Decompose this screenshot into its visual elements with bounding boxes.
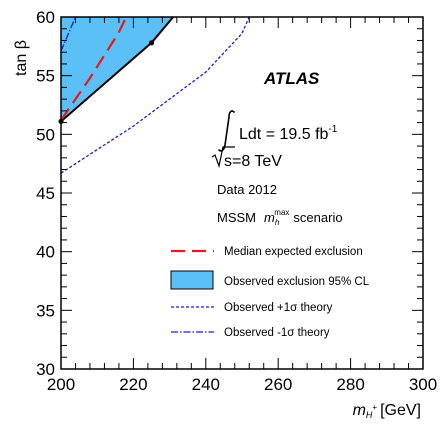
y-tick-label: 60: [36, 8, 55, 27]
legend-label-minus1sigma: Observed -1σ theory: [224, 327, 330, 339]
sqrt-sign: [211, 146, 235, 169]
observed-exclusion-area: [61, 17, 174, 122]
y-tick-label: 35: [36, 301, 55, 320]
integral-sign: [218, 110, 235, 152]
x-axis-label: mH+ [GeV]: [353, 402, 421, 420]
legend-label-expected: Median expected exclusion: [224, 246, 363, 258]
x-tick-label: 240: [192, 375, 220, 394]
x-tick-label: 260: [264, 375, 292, 394]
x-tick-label: 280: [336, 375, 364, 394]
x-tick-label: 200: [47, 375, 75, 394]
energy-label: s=8 TeV: [224, 153, 282, 170]
data-year-label: Data 2012: [217, 182, 277, 197]
y-tick-label: 30: [36, 360, 55, 379]
y-tick-label: 55: [36, 67, 55, 86]
legend-label-observed: Observed exclusion 95% CL: [224, 276, 370, 288]
y-tick-label: 40: [36, 243, 55, 262]
legend: Median expected exclusion Observed exclu…: [170, 246, 370, 339]
observed-plus1sigma-line: [61, 17, 250, 174]
y-axis-label: tan β: [13, 40, 30, 76]
scenario-label: MSSM mhmax scenario: [217, 208, 343, 227]
observed-point-marker: [148, 40, 155, 46]
observed-minus1sigma-line: [61, 17, 77, 52]
legend-swatch-observed: [170, 270, 214, 290]
legend-label-plus1sigma: Observed +1σ theory: [224, 302, 333, 314]
atlas-label: ATLAS: [263, 69, 320, 88]
y-tick-label: 45: [36, 184, 55, 203]
median-expected-line: [61, 17, 128, 121]
x-tick-label: 220: [119, 375, 147, 394]
x-tick-label: 300: [409, 375, 437, 394]
luminosity-label: Ldt = 19.5 fb-1: [239, 124, 338, 143]
y-tick-label: 50: [36, 125, 55, 144]
